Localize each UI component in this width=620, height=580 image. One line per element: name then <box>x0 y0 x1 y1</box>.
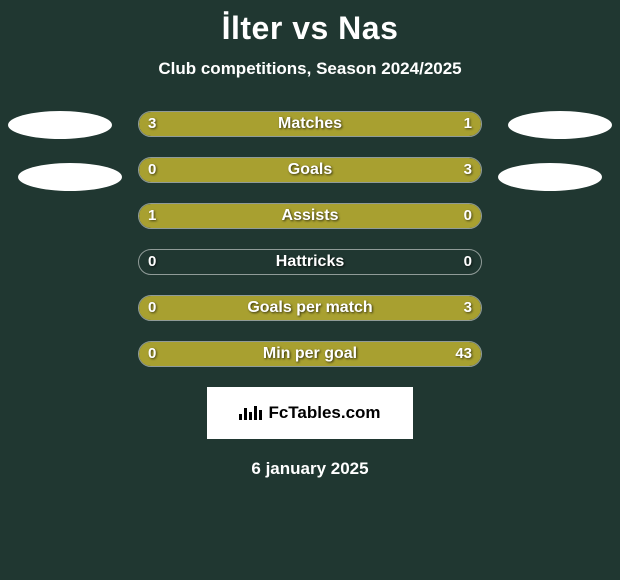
stat-label: Assists <box>282 203 339 229</box>
player-ellipse <box>18 163 122 191</box>
stat-row: 0 3 Goals per match <box>0 295 620 321</box>
date-label: 6 january 2025 <box>0 459 620 479</box>
bar-left <box>139 112 396 136</box>
bar-left <box>139 158 190 182</box>
footer-logo-box: FcTables.com <box>207 387 413 439</box>
player-ellipse <box>508 111 612 139</box>
value-right: 0 <box>464 249 472 275</box>
value-left: 0 <box>148 249 156 275</box>
value-right: 43 <box>455 341 472 367</box>
footer-text: FcTables.com <box>268 403 380 423</box>
value-right: 3 <box>464 157 472 183</box>
stat-row: 0 0 Hattricks <box>0 249 620 275</box>
stat-row: 0 43 Min per goal <box>0 341 620 367</box>
value-left: 0 <box>148 341 156 367</box>
value-left: 0 <box>148 157 156 183</box>
chart-area: 3 1 Matches 0 3 Goals 1 0 Assists 0 0 Hattricks 0 3 Go… <box>0 111 620 367</box>
stat-label: Goals <box>288 157 332 183</box>
stat-row: 1 0 Assists <box>0 203 620 229</box>
value-right: 0 <box>464 203 472 229</box>
stat-label: Goals per match <box>247 295 372 321</box>
comparison-infographic: İlter vs Nas Club competitions, Season 2… <box>0 0 620 580</box>
stat-label: Min per goal <box>263 341 357 367</box>
page-title: İlter vs Nas <box>0 0 620 47</box>
player-ellipse <box>8 111 112 139</box>
player-ellipse <box>498 163 602 191</box>
value-left: 0 <box>148 295 156 321</box>
value-right: 3 <box>464 295 472 321</box>
bars-icon <box>239 406 262 420</box>
stat-label: Hattricks <box>276 249 344 275</box>
subtitle: Club competitions, Season 2024/2025 <box>0 59 620 79</box>
value-right: 1 <box>464 111 472 137</box>
value-left: 3 <box>148 111 156 137</box>
value-left: 1 <box>148 203 156 229</box>
stat-label: Matches <box>278 111 342 137</box>
bar-right <box>190 158 481 182</box>
